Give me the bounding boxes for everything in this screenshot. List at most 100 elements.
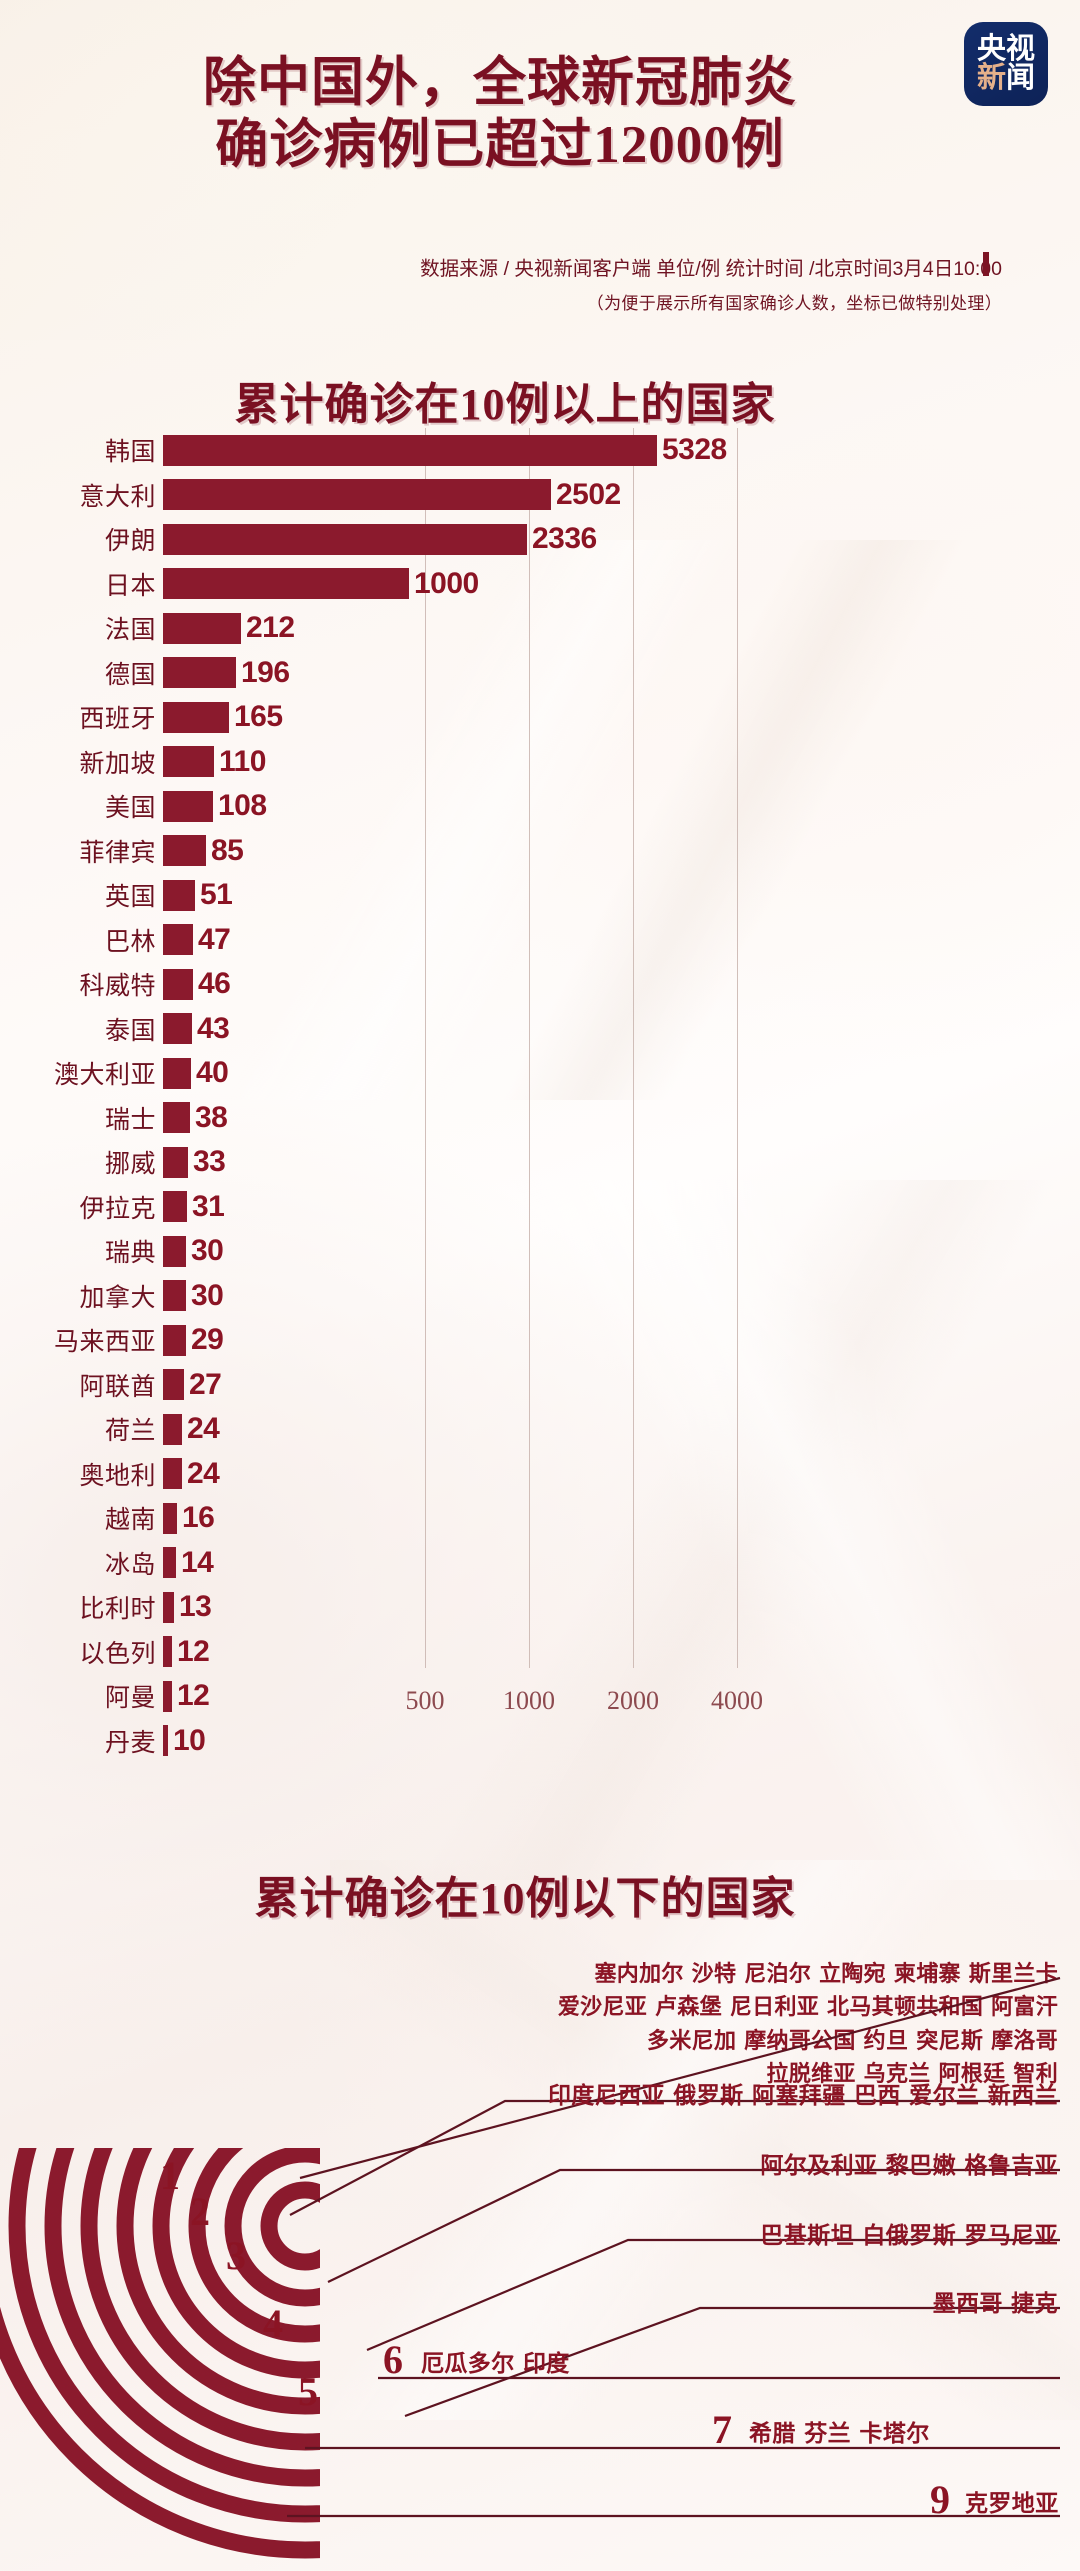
source-text: 数据来源 / 央视新闻客户端 单位/例 统计时间 /北京时间3月4日10:00 bbox=[420, 258, 1002, 280]
concentric-arcs-graphic bbox=[0, 2148, 320, 2559]
country-label: 阿曼 bbox=[104, 1683, 156, 1713]
chart-row: 科威特 46 bbox=[0, 962, 1080, 1007]
chart-bar bbox=[163, 1458, 182, 1490]
source-line: 数据来源 / 央视新闻客户端 单位/例 统计时间 /北京时间3月4日10:00 bbox=[0, 252, 1002, 281]
chart-row: 挪威 33 bbox=[0, 1140, 1080, 1185]
bar-value: 14 bbox=[181, 1545, 214, 1579]
chart-bar bbox=[163, 1324, 186, 1356]
chart-bar bbox=[163, 1057, 191, 1089]
chart-bar bbox=[163, 523, 527, 555]
chart-bar bbox=[163, 879, 195, 911]
country-label: 新加坡 bbox=[79, 748, 156, 778]
logo-char-xin: 新 bbox=[976, 62, 1006, 94]
bar-value: 13 bbox=[179, 1590, 212, 1624]
bar-value: 85 bbox=[211, 833, 244, 867]
headline-line-2: 确诊病例已超过12000例 bbox=[215, 116, 785, 174]
logo-char-wen: 闻 bbox=[1006, 62, 1036, 94]
chart-row: 美国 108 bbox=[0, 784, 1080, 829]
country-label: 以色列 bbox=[79, 1638, 156, 1668]
chart-gridline bbox=[633, 428, 634, 1668]
chart-x-axis: 500 1000 2000 4000 bbox=[0, 1686, 1080, 1736]
group-count-number: 7 bbox=[712, 2407, 732, 2452]
bar-value: 12 bbox=[177, 1679, 210, 1713]
chart-row: 丹麦 10 bbox=[0, 1719, 1080, 1764]
chart-row: 荷兰 24 bbox=[0, 1407, 1080, 1452]
country-label: 巴林 bbox=[104, 926, 156, 956]
chart-row: 澳大利亚 40 bbox=[0, 1051, 1080, 1096]
group-count-number: 2 bbox=[190, 2189, 210, 2234]
chart-bar bbox=[163, 657, 236, 689]
bar-value: 110 bbox=[219, 744, 266, 778]
chart-bar bbox=[163, 479, 551, 511]
country-label: 伊拉克 bbox=[79, 1193, 156, 1223]
section-title-below-10: 累计确诊在10例以下的国家 bbox=[254, 1874, 796, 1923]
chart-bar bbox=[163, 701, 229, 733]
bar-value: 165 bbox=[234, 700, 283, 734]
chart-bar bbox=[163, 1680, 172, 1712]
headline-line-1: 除中国外，全球新冠肺炎 bbox=[203, 54, 797, 112]
chart-gridline bbox=[737, 428, 738, 1668]
chart-bar bbox=[163, 1413, 182, 1445]
group-count-number: 4 bbox=[263, 2301, 283, 2346]
chart-bar bbox=[163, 746, 214, 778]
logo-line-1: 央 视 bbox=[977, 35, 1035, 64]
country-label: 奥地利 bbox=[79, 1460, 156, 1490]
bar-value: 40 bbox=[196, 1056, 229, 1090]
chart-row: 伊拉克 31 bbox=[0, 1185, 1080, 1230]
bar-value: 212 bbox=[246, 611, 295, 645]
chart-row: 冰岛 14 bbox=[0, 1541, 1080, 1586]
chart-bar bbox=[163, 434, 657, 466]
country-label: 挪威 bbox=[104, 1149, 156, 1179]
country-label: 日本 bbox=[104, 570, 156, 600]
axis-tick-label: 2000 bbox=[607, 1686, 659, 1715]
axis-tick-label: 1000 bbox=[503, 1686, 555, 1715]
group-1-line: 拉脱维亚 乌克兰 阿根廷 智利 bbox=[766, 2062, 1058, 2088]
logo-char-shi: 视 bbox=[1006, 33, 1036, 65]
page-title: 除中国外，全球新冠肺炎 确诊病例已超过12000例 bbox=[0, 52, 1000, 176]
chart-bar bbox=[163, 924, 193, 956]
group-country-list: 克罗地亚 bbox=[965, 2491, 1059, 2517]
chart-row: 瑞士 38 bbox=[0, 1096, 1080, 1141]
axis-tick-label: 500 bbox=[405, 1686, 445, 1715]
chart-row: 菲律宾 85 bbox=[0, 829, 1080, 874]
bar-value: 196 bbox=[241, 655, 290, 689]
country-label: 韩国 bbox=[104, 437, 156, 467]
group-count-number: 5 bbox=[298, 2369, 318, 2414]
chart-bar bbox=[163, 1725, 168, 1757]
country-label: 加拿大 bbox=[79, 1282, 156, 1312]
country-label: 伊朗 bbox=[104, 526, 156, 556]
chart-bar bbox=[163, 1369, 184, 1401]
bar-value: 38 bbox=[195, 1100, 228, 1134]
bar-value: 10 bbox=[173, 1723, 206, 1757]
chart-bar bbox=[163, 1280, 186, 1312]
chart-row: 西班牙 165 bbox=[0, 695, 1080, 740]
chart-row: 德国 196 bbox=[0, 651, 1080, 696]
chart-row: 泰国 43 bbox=[0, 1007, 1080, 1052]
chart-row: 日本 1000 bbox=[0, 562, 1080, 607]
cctv-news-logo: 央 视 新 闻 bbox=[964, 22, 1048, 106]
chart-bar bbox=[163, 1191, 187, 1223]
chart-row: 英国 51 bbox=[0, 873, 1080, 918]
bar-value: 31 bbox=[192, 1189, 225, 1223]
chart-gridline bbox=[425, 428, 426, 1668]
group-country-list: 巴基斯坦 白俄罗斯 罗马尼亚 bbox=[760, 2223, 1058, 2249]
chart-row: 阿联酋 27 bbox=[0, 1363, 1080, 1408]
chart-bar bbox=[163, 968, 193, 1000]
country-label: 泰国 bbox=[104, 1015, 156, 1045]
chart-gridlines bbox=[0, 428, 1080, 1668]
chart-row: 越南 16 bbox=[0, 1496, 1080, 1541]
bar-value: 5328 bbox=[662, 433, 727, 467]
bar-value: 108 bbox=[218, 789, 267, 823]
country-label: 美国 bbox=[104, 793, 156, 823]
bar-value: 47 bbox=[198, 922, 231, 956]
section-title-above-10: 累计确诊在10例以上的国家 bbox=[234, 380, 776, 429]
group-count-number: 3 bbox=[226, 2233, 246, 2278]
bar-value: 1000 bbox=[414, 566, 479, 600]
bar-value: 33 bbox=[193, 1145, 226, 1179]
country-label: 丹麦 bbox=[104, 1727, 156, 1757]
chart-row: 奥地利 24 bbox=[0, 1452, 1080, 1497]
country-label: 荷兰 bbox=[104, 1416, 156, 1446]
country-label: 德国 bbox=[104, 659, 156, 689]
chart-bar bbox=[163, 1636, 172, 1668]
bar-value: 46 bbox=[198, 967, 231, 1001]
